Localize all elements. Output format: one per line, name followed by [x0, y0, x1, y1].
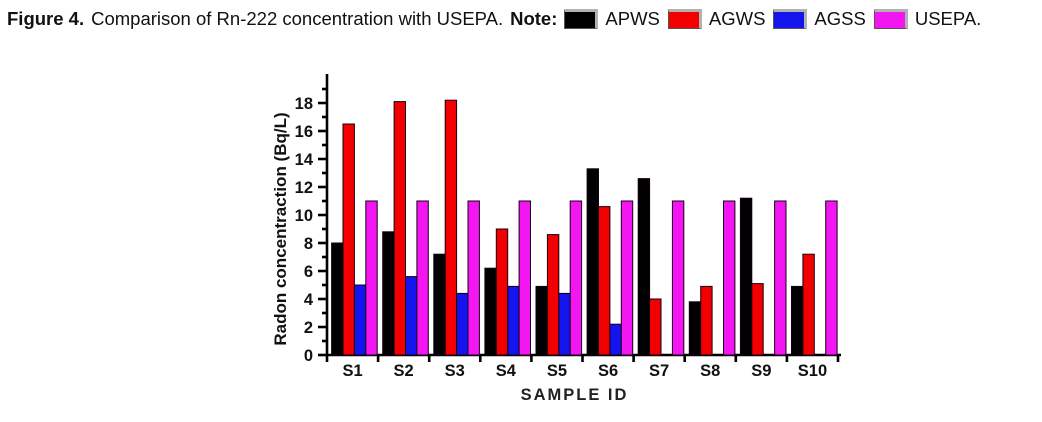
legend-swatch-apws — [564, 9, 599, 29]
x-tick-label: S1 — [342, 362, 362, 380]
series-apws — [331, 168, 804, 356]
bar-apws-s8 — [688, 301, 702, 356]
series-usepa — [365, 200, 838, 356]
bar-usepa-s4 — [518, 200, 531, 356]
bar-usepa-s9 — [774, 200, 787, 356]
bar-agws-s5 — [546, 234, 560, 356]
x-tick-label: S9 — [751, 362, 771, 380]
bar-agws-s2 — [393, 101, 407, 356]
bar-agws-s9 — [751, 283, 764, 356]
x-tick-labels: S1 S2 S3 S4 S5 S6 S7 S8 S9 S10 — [342, 362, 827, 380]
legend-label: AGWS — [708, 8, 766, 29]
y-tick-label: 6 — [304, 263, 313, 281]
bar-agss-s4 — [507, 285, 520, 356]
x-tick-label: S7 — [649, 362, 669, 380]
note-label: Note: — [510, 8, 558, 29]
x-tick-label: S2 — [394, 362, 414, 380]
bar-agws-s6 — [598, 206, 611, 356]
bar-apws-s2 — [382, 231, 395, 356]
legend-swatch-usepa — [873, 9, 908, 29]
bar-agss-s5 — [558, 292, 571, 356]
bar-usepa-s5 — [569, 200, 583, 356]
legend-item: AGSS — [773, 8, 866, 30]
y-tick-label: 4 — [304, 291, 314, 309]
y-tick-label: 10 — [295, 207, 313, 225]
legend-swatch-agws — [667, 9, 702, 29]
bar-apws-s5 — [535, 285, 548, 356]
bar-usepa-s1 — [365, 200, 378, 356]
series-agws — [342, 99, 815, 356]
y-tick-label: 8 — [304, 235, 313, 253]
x-tick-label: S10 — [798, 362, 827, 380]
bar-agws-s4 — [495, 228, 509, 356]
legend-item: AGWS — [667, 8, 766, 30]
legend-swatch-agss — [773, 9, 808, 29]
figure-label: Figure 4. — [7, 8, 85, 29]
caption-text: Comparison of Rn-222 concentration with … — [91, 8, 504, 29]
y-tick-label: 16 — [295, 123, 313, 141]
bar-agss-s1 — [353, 284, 367, 356]
legend-item: APWS — [564, 8, 660, 30]
legend: APWS AGWS AGSS USEPA. — [564, 8, 981, 30]
bar-apws-s1 — [331, 242, 344, 356]
x-tick-label: S4 — [496, 362, 517, 380]
bar-apws-s4 — [484, 267, 497, 356]
bar-usepa-s6 — [620, 200, 634, 356]
bar-usepa-s10 — [825, 200, 838, 356]
bar-apws-s6 — [586, 168, 599, 356]
bar-apws-s9 — [739, 197, 753, 356]
x-tick-label: S3 — [445, 362, 465, 380]
bar-usepa-s8 — [723, 200, 736, 356]
bar-usepa-s2 — [416, 200, 429, 356]
x-axis-title: SAMPLE ID — [521, 386, 629, 404]
bar-apws-s10 — [791, 285, 804, 356]
figure-caption: Figure 4. Comparison of Rn-222 concentra… — [7, 8, 1037, 30]
bar-usepa-s3 — [467, 200, 480, 356]
bar-agss-s6 — [609, 323, 622, 356]
legend-label: APWS — [605, 8, 660, 29]
bar-agws-s8 — [700, 285, 713, 356]
x-tick-label: S5 — [547, 362, 567, 380]
bar-apws-s7 — [637, 178, 651, 356]
series-agss — [353, 276, 622, 356]
y-tick-label: 0 — [304, 347, 313, 365]
x-tick-label: S6 — [598, 362, 618, 380]
y-tick-label: 12 — [295, 179, 313, 197]
bar-agss-s3 — [456, 292, 469, 356]
y-axis-title: Radon concentraction (Bq/L) — [271, 112, 290, 345]
x-tick-label: S8 — [700, 362, 720, 380]
y-tick-labels: 0 2 4 6 8 10 12 14 16 18 — [295, 95, 314, 365]
bar-agws-s3 — [444, 99, 458, 356]
y-tick-label: 18 — [295, 95, 313, 113]
bar-agss-s2 — [405, 276, 418, 356]
legend-label: USEPA. — [914, 8, 982, 29]
bar-usepa-s7 — [671, 200, 685, 356]
bar-agws-s1 — [342, 123, 355, 356]
bar-agws-s7 — [649, 298, 662, 356]
y-tick-label: 14 — [295, 151, 314, 169]
bar-agws-s10 — [802, 253, 815, 356]
legend-item: USEPA. — [873, 8, 982, 30]
bar-apws-s3 — [433, 253, 446, 356]
legend-label: AGSS — [814, 8, 866, 29]
y-tick-label: 2 — [304, 319, 313, 337]
